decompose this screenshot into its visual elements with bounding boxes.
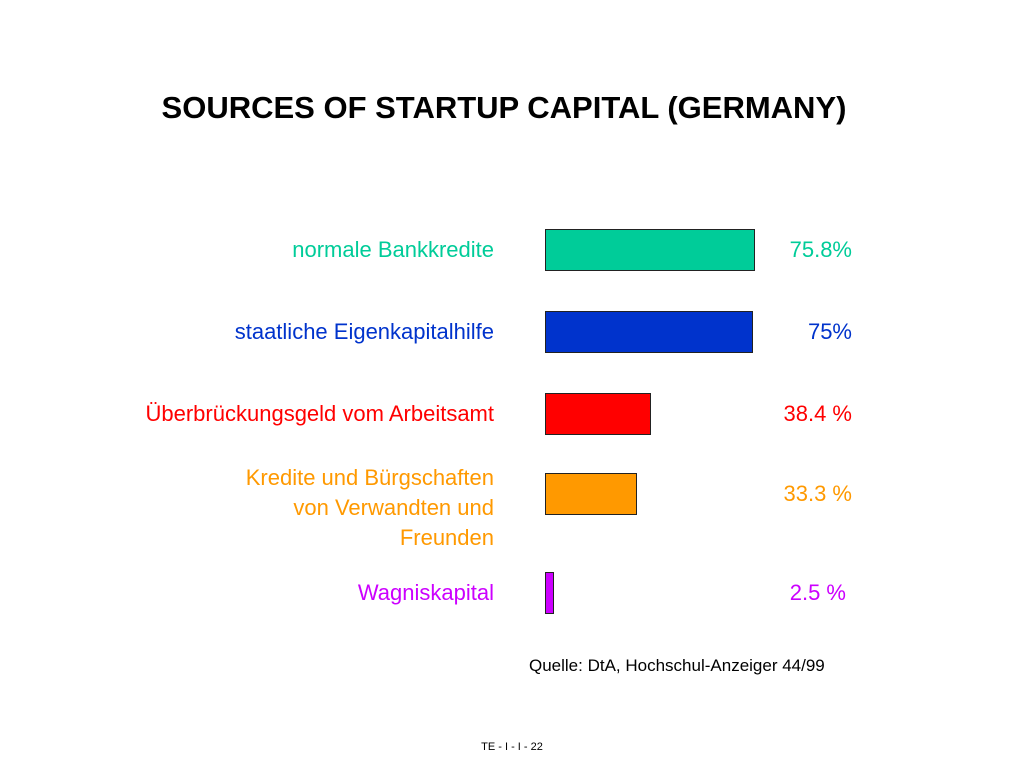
bar bbox=[545, 311, 753, 353]
slide-footer: TE - I - I - 22 bbox=[481, 741, 543, 753]
source-note: Quelle: DtA, Hochschul-Anzeiger 44/99 bbox=[529, 656, 825, 675]
category-label: staatliche Eigenkapitalhilfe bbox=[234, 319, 494, 344]
value-label: 75% bbox=[807, 319, 852, 344]
category-label: Wagniskapital bbox=[357, 580, 494, 605]
bar bbox=[545, 393, 651, 435]
bar bbox=[545, 473, 637, 515]
bar bbox=[545, 572, 554, 614]
chart-title: SOURCES OF STARTUP CAPITAL (GERMANY) bbox=[161, 90, 847, 125]
category-label: normale Bankkredite bbox=[292, 237, 494, 262]
category-label: Kredite und Bürgschaften von Verwandten … bbox=[245, 465, 494, 550]
value-label: 2.5 % bbox=[789, 580, 846, 605]
bar bbox=[545, 229, 755, 271]
value-label: 38.4 % bbox=[783, 401, 853, 426]
value-label: 33.3 % bbox=[783, 481, 853, 506]
value-label: 75.8% bbox=[789, 237, 852, 262]
category-label: Überbrückungsgeld vom Arbeitsamt bbox=[145, 401, 495, 426]
